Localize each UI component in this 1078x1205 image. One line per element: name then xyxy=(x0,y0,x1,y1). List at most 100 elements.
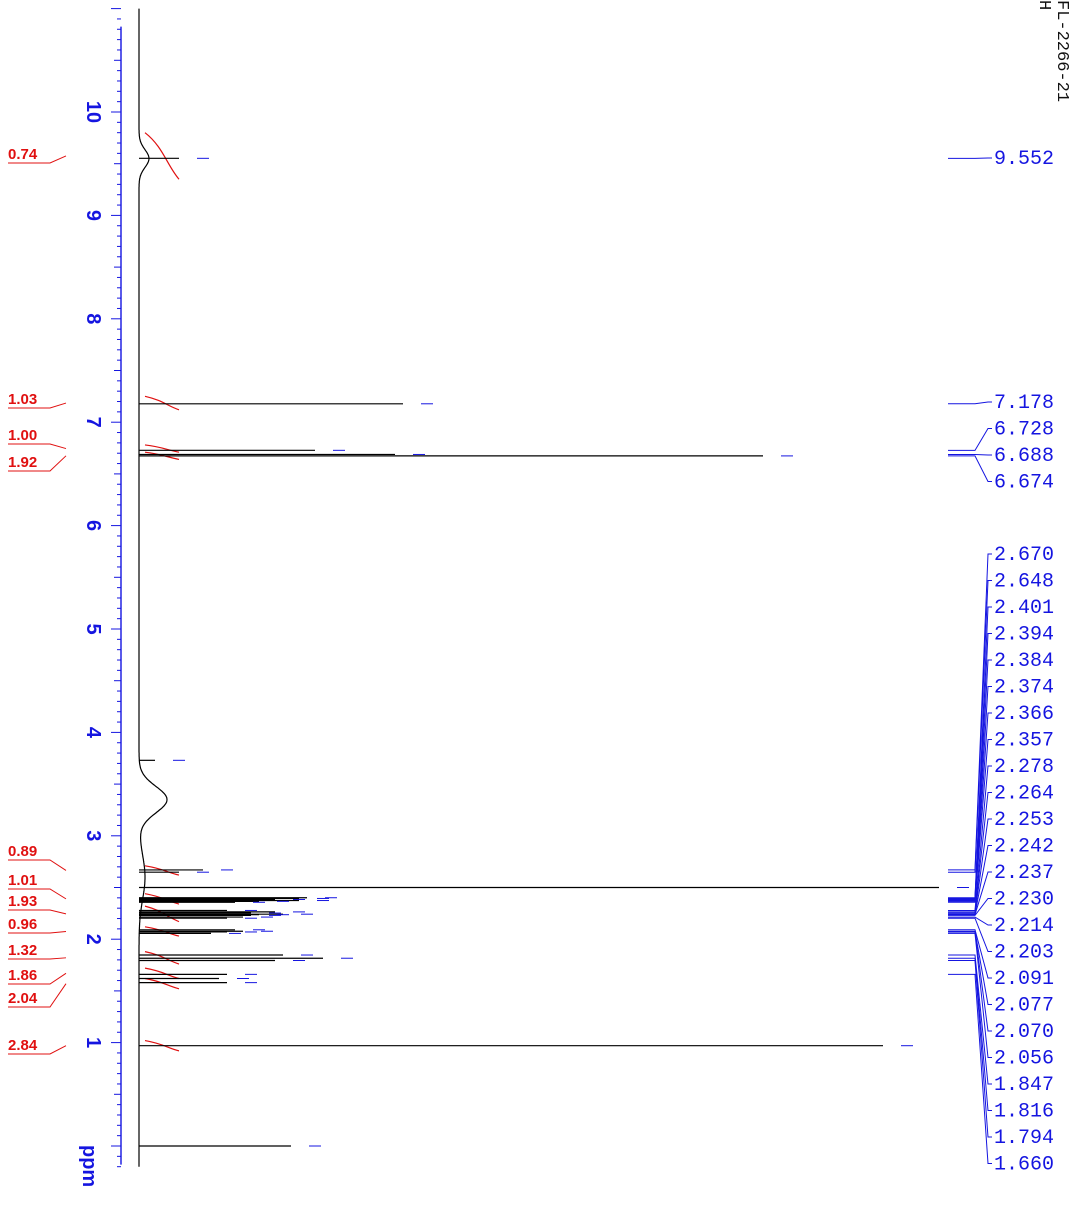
tick-label: 5 xyxy=(82,623,104,634)
peak-leader xyxy=(948,954,992,1085)
integral-value: 1.93 xyxy=(8,893,37,910)
tick-label: 10 xyxy=(82,101,104,123)
peak-leader xyxy=(948,712,992,902)
peak-label: 6.674 xyxy=(994,472,1054,495)
peak-leader xyxy=(948,659,992,900)
peak-label: 6.688 xyxy=(994,445,1054,468)
peak-label: 2.401 xyxy=(994,597,1054,620)
peak-label: 2.384 xyxy=(994,650,1054,673)
peak-label: 2.648 xyxy=(994,571,1054,594)
integral-value: 0.89 xyxy=(8,843,37,860)
peak-label: 2.091 xyxy=(994,968,1054,991)
peak-leader xyxy=(948,633,992,899)
peak-leader xyxy=(948,871,992,916)
peak-leader xyxy=(948,455,992,482)
integral-curve xyxy=(144,395,180,411)
peak-label: 9.552 xyxy=(994,148,1054,171)
peak-label: 2.278 xyxy=(994,756,1054,779)
spectrum-trace xyxy=(138,8,969,1167)
sample-code: FL-2266-21 xyxy=(1052,0,1071,102)
integral-connector xyxy=(8,972,67,985)
integral-value: 1.92 xyxy=(8,454,37,471)
peak-leader xyxy=(948,739,992,903)
peak-label: 2.394 xyxy=(994,624,1054,647)
sample-nucleus: H xyxy=(1034,0,1053,10)
peak-leader xyxy=(948,428,992,451)
peak-leader xyxy=(948,401,992,405)
integral-connector xyxy=(8,1045,67,1055)
peak-label: 2.357 xyxy=(994,730,1054,753)
peak-label: 2.253 xyxy=(994,809,1054,832)
integral-value: 0.74 xyxy=(8,146,38,163)
peak-label: 2.214 xyxy=(994,915,1054,938)
peak-label: 2.056 xyxy=(994,1048,1054,1071)
integral-value: 1.00 xyxy=(8,427,37,444)
peak-leader xyxy=(948,792,992,913)
integral-value: 2.84 xyxy=(8,1037,38,1054)
integral-connector xyxy=(8,455,67,472)
peak-leader xyxy=(948,818,992,914)
peak-label: 2.230 xyxy=(994,889,1054,912)
peak-leader xyxy=(948,930,992,1005)
peak-leader xyxy=(948,973,992,1164)
peak-label: 2.203 xyxy=(994,942,1054,965)
tick-label: 3 xyxy=(82,830,104,841)
tick-label: 7 xyxy=(82,417,104,428)
peak-label: 1.816 xyxy=(994,1101,1054,1124)
integral-connector xyxy=(8,443,67,450)
peak-leader xyxy=(948,580,992,873)
peak-leader xyxy=(948,917,992,952)
integral-value: 2.04 xyxy=(8,990,38,1007)
peak-label: 1.847 xyxy=(994,1074,1054,1097)
peak-leader xyxy=(948,931,992,1032)
peak-label: 2.670 xyxy=(994,544,1054,567)
peak-label: 2.242 xyxy=(994,836,1054,859)
integral-connector xyxy=(8,888,67,900)
peak-label: 6.728 xyxy=(994,419,1054,442)
peak-label: 7.178 xyxy=(994,392,1054,415)
integral-curve xyxy=(144,444,180,453)
peak-leader xyxy=(948,553,992,871)
tick-label: 9 xyxy=(82,210,104,221)
peak-label: 2.237 xyxy=(994,862,1054,885)
peak-label: 2.374 xyxy=(994,677,1054,700)
integral-value: 1.86 xyxy=(8,967,37,984)
tick-label: 8 xyxy=(82,313,104,324)
integral-connector xyxy=(8,402,67,409)
integral-connector xyxy=(8,155,67,164)
peak-label: 1.794 xyxy=(994,1127,1054,1150)
integral-connector xyxy=(8,909,67,915)
peak-leader xyxy=(948,957,992,1111)
peak-leader xyxy=(948,606,992,899)
tick-label: 2 xyxy=(82,934,104,945)
peak-leader xyxy=(948,960,992,1138)
spectrum-baseline xyxy=(138,8,168,1167)
integral-region: 0.74 1.03 1.00 1.92 0.89 1.01 1.93 0.96 1.32 1.86… xyxy=(8,132,180,1055)
integral-connector xyxy=(8,930,67,934)
integral-curve xyxy=(144,132,180,180)
peak-label-list: 9.552 7.178 6.728 6.688 6.674 2.670 2.648 2.401… xyxy=(948,148,1054,1177)
peak-label: 2.077 xyxy=(994,995,1054,1018)
tick-label: 4 xyxy=(82,727,104,739)
integral-curve xyxy=(144,967,180,980)
integral-curve xyxy=(144,977,180,990)
tick-label: 6 xyxy=(82,520,104,531)
integral-value: 1.01 xyxy=(8,872,37,889)
integral-value: 1.32 xyxy=(8,942,37,959)
peak-leader xyxy=(948,686,992,902)
peak-leader xyxy=(948,765,992,911)
integral-value: 1.03 xyxy=(8,391,37,408)
axis-unit-label: ppm xyxy=(78,1145,100,1187)
peak-leader xyxy=(948,845,992,915)
peak-leader xyxy=(948,453,992,456)
peak-leader xyxy=(948,932,992,1058)
peak-label: 2.070 xyxy=(994,1021,1054,1044)
peak-leader xyxy=(948,929,992,979)
peak-label: 2.264 xyxy=(994,783,1054,806)
ppm-axis: 1 2 3 4 5 6 7 8 9 10 xyxy=(82,8,122,1168)
tick-label: 1 xyxy=(82,1037,104,1048)
peak-label: 1.660 xyxy=(994,1154,1054,1177)
integral-connector xyxy=(8,983,67,1008)
peak-leader xyxy=(948,898,992,916)
